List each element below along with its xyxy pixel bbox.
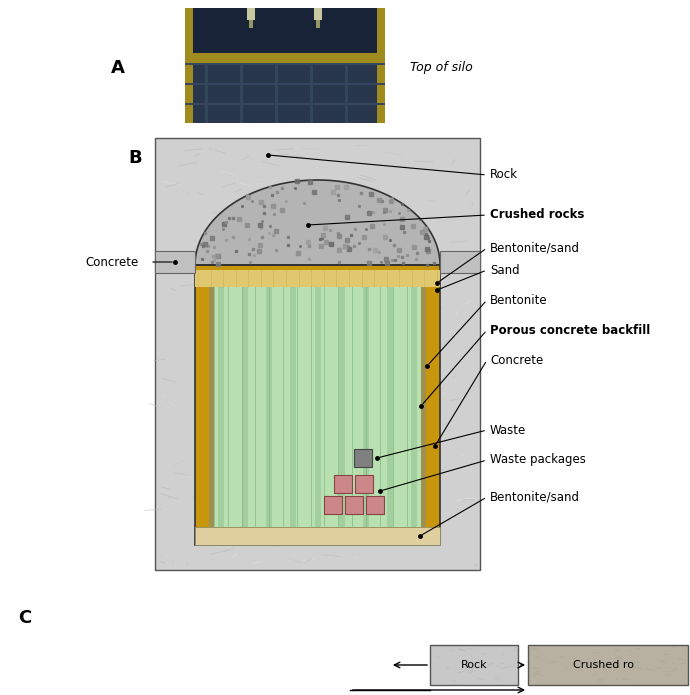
Text: Top of silo: Top of silo [410,61,473,74]
Bar [195,527,440,545]
Bar [195,270,440,287]
Polygon shape [195,180,440,265]
Bar [324,496,342,514]
Text: Waste: Waste [490,423,526,436]
Bar [266,285,273,527]
Text: Crushed ro: Crushed ro [573,660,634,670]
Bar [290,285,297,527]
Text: C: C [18,609,31,627]
Bar [440,251,480,273]
Text: Bentonite/sand: Bentonite/sand [490,241,580,254]
Text: Bentonite/sand: Bentonite/sand [490,491,580,503]
Bar [387,285,393,527]
Bar [363,285,368,527]
Bar [354,449,372,467]
Bar [218,285,224,527]
Bar [430,645,518,685]
Bar [155,251,195,273]
Text: Bentonite: Bentonite [490,293,548,306]
Text: Waste packages: Waste packages [490,454,586,466]
Bar [195,265,440,545]
Text: Rock: Rock [461,660,487,670]
Bar [209,285,426,527]
Text: Crushed rocks: Crushed rocks [490,208,584,222]
Text: Sand: Sand [490,263,520,277]
Text: Rock: Rock [490,168,518,181]
Bar [315,285,320,527]
Bar [411,285,417,527]
Text: B: B [128,149,142,167]
Text: Porous concrete backfill: Porous concrete backfill [490,323,650,336]
Text: Concrete: Concrete [85,256,138,268]
Bar [242,285,248,527]
Bar [421,285,426,527]
Bar [334,475,352,493]
Bar [155,138,480,570]
Bar [344,496,362,514]
Bar [339,285,344,527]
Text: Concrete: Concrete [490,354,543,366]
Text: A: A [111,59,125,77]
Bar [528,645,688,685]
Bar [355,475,373,493]
Bar [366,496,384,514]
Bar [209,285,214,527]
